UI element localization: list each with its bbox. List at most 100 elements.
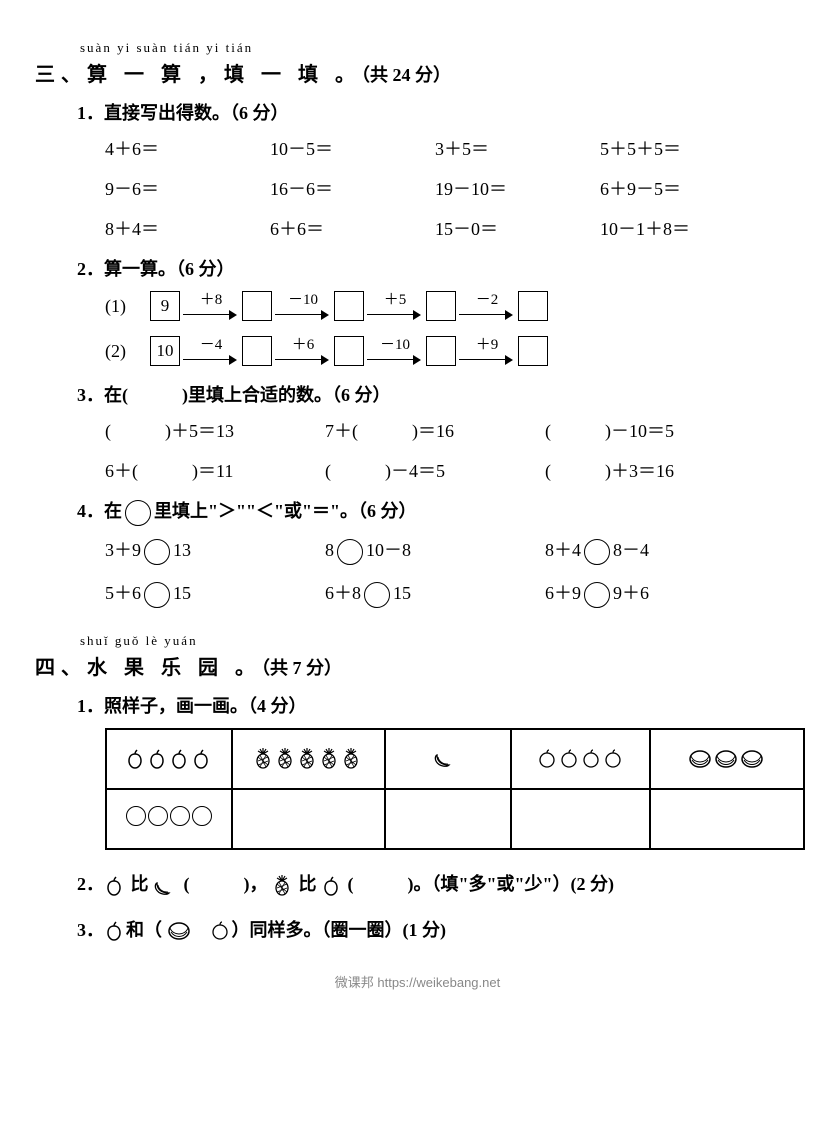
cell-pineapple xyxy=(232,729,386,789)
orange-icon xyxy=(210,920,232,942)
blank-box xyxy=(334,336,364,366)
blank-cell xyxy=(232,789,386,849)
blank-cell xyxy=(385,789,511,849)
circle-blank xyxy=(144,582,170,608)
blank-box xyxy=(426,336,456,366)
section-3: suàn yi suàn tián yi tián 三、算 一 算 ，填 一 填… xyxy=(35,40,800,608)
apple-icon xyxy=(169,748,191,770)
eq: ( )－4＝5 xyxy=(325,457,545,483)
cmp: 810－8 xyxy=(325,536,545,565)
s4q3: 3．和（ ）同样多。（圈一圈）(1 分) xyxy=(77,916,800,943)
circle-shape xyxy=(126,806,146,826)
apple-icon xyxy=(104,875,126,897)
eq: 16－6＝ xyxy=(270,175,435,201)
watermelon-icon xyxy=(688,748,714,770)
q1-title: 1．直接写出得数。（6 分） xyxy=(77,99,800,125)
section4-points: （共 7 分） xyxy=(261,658,342,678)
blank-box xyxy=(334,291,364,321)
eq: 10－5＝ xyxy=(270,135,435,161)
cell-watermelon xyxy=(650,729,804,789)
eq: 4＋6＝ xyxy=(105,135,270,161)
circle-shape xyxy=(170,806,190,826)
apple-icon xyxy=(104,920,126,942)
blank-cell xyxy=(511,789,651,849)
section3-title: 三、算 一 算 ，填 一 填 。 xyxy=(35,64,361,86)
arrow: ＋9 xyxy=(456,338,518,365)
footer-text: 微课邦 https://weikebang.net xyxy=(35,972,800,991)
eq: 10－1＋8＝ xyxy=(600,215,780,241)
cmp: 3＋913 xyxy=(105,536,325,565)
eq: 5＋5＋5＝ xyxy=(600,135,780,161)
eq: 15－0＝ xyxy=(435,215,600,241)
chain1-label: (1) xyxy=(105,296,150,317)
circle-blank xyxy=(337,539,363,565)
blank-box xyxy=(426,291,456,321)
blank-box xyxy=(518,291,548,321)
cmp: 6＋815 xyxy=(325,579,545,608)
arrow: －4 xyxy=(180,338,242,365)
chain2-start: 10 xyxy=(150,336,180,366)
banana-icon xyxy=(153,875,179,897)
eq: 3＋5＝ xyxy=(435,135,600,161)
cmp: 5＋615 xyxy=(105,579,325,608)
eq: 6＋9－5＝ xyxy=(600,175,780,201)
eq: 19－10＝ xyxy=(435,175,600,201)
apple-icon xyxy=(147,748,169,770)
watermelon-icon xyxy=(167,920,193,942)
apple-icon xyxy=(125,748,147,770)
arrow: －10 xyxy=(364,338,426,365)
section3-pinyin: suàn yi suàn tián yi tián xyxy=(80,40,800,56)
orange-icon xyxy=(603,748,625,770)
watermelon-icon xyxy=(740,748,766,770)
s4q1-content xyxy=(105,728,800,850)
eq: 6＋6＝ xyxy=(270,215,435,241)
orange-icon xyxy=(537,748,559,770)
watermelon-icon xyxy=(714,748,740,770)
arrow: ＋6 xyxy=(272,338,334,365)
apple-icon xyxy=(191,748,213,770)
pineapple-icon xyxy=(319,747,341,771)
chain-2: (2) 10 －4 ＋6 －10 ＋9 xyxy=(105,336,800,366)
eq: 7＋( )＝16 xyxy=(325,417,545,443)
fruit-table xyxy=(105,728,805,850)
blank-box xyxy=(518,336,548,366)
blank-box xyxy=(242,336,272,366)
blank-box xyxy=(242,291,272,321)
chain1-start: 9 xyxy=(150,291,180,321)
cmp: 6＋99＋6 xyxy=(545,579,765,608)
circle-blank xyxy=(584,582,610,608)
eq: ( )＋5＝13 xyxy=(105,417,325,443)
pineapple-icon xyxy=(253,747,275,771)
eq: ( )－10＝5 xyxy=(545,417,765,443)
q3-title: 3．在( )里填上合适的数。（6 分） xyxy=(77,381,800,407)
q4-title: 4．在里填上"＞""＜"或"＝"。（6 分） xyxy=(77,497,800,526)
pineapple-icon xyxy=(341,747,363,771)
chain-1: (1) 9 ＋8 －10 ＋5 －2 xyxy=(105,291,800,321)
cell-apple xyxy=(106,729,232,789)
eq: ( )＋3＝16 xyxy=(545,457,765,483)
eq: 6＋( )＝11 xyxy=(105,457,325,483)
q2-title: 2．算一算。（6 分） xyxy=(77,255,800,281)
pineapple-icon xyxy=(272,874,294,898)
eq: 8＋4＝ xyxy=(105,215,270,241)
pineapple-icon xyxy=(275,747,297,771)
cell-banana xyxy=(385,729,511,789)
circle-blank xyxy=(364,582,390,608)
arrow: ＋8 xyxy=(180,293,242,320)
cell-orange xyxy=(511,729,651,789)
q1-content: 4＋6＝ 10－5＝ 3＋5＝ 5＋5＋5＝ 9－6＝ 16－6＝ 19－10＝… xyxy=(105,135,800,241)
cell-circles xyxy=(106,789,232,849)
arrow: －2 xyxy=(456,293,518,320)
section3-points: （共 24 分） xyxy=(361,65,451,85)
circle-icon xyxy=(125,500,151,526)
s4q1-title: 1．照样子，画一画。（4 分） xyxy=(77,692,800,718)
s4q2: 2． 比 ( )， 比 ( )。（填"多"或"少"）(2 分) xyxy=(77,870,800,898)
banana-icon xyxy=(433,747,463,771)
section-4: shuǐ guǒ lè yuán 四、水 果 乐 园 。（共 7 分） 1．照样… xyxy=(35,633,800,943)
q2-content: (1) 9 ＋8 －10 ＋5 －2 (2) 10 －4 ＋6 －10 ＋9 xyxy=(105,291,800,366)
circle-blank xyxy=(584,539,610,565)
chain2-label: (2) xyxy=(105,341,150,362)
orange-icon xyxy=(581,748,603,770)
eq: 9－6＝ xyxy=(105,175,270,201)
section4-pinyin: shuǐ guǒ lè yuán xyxy=(80,633,800,649)
